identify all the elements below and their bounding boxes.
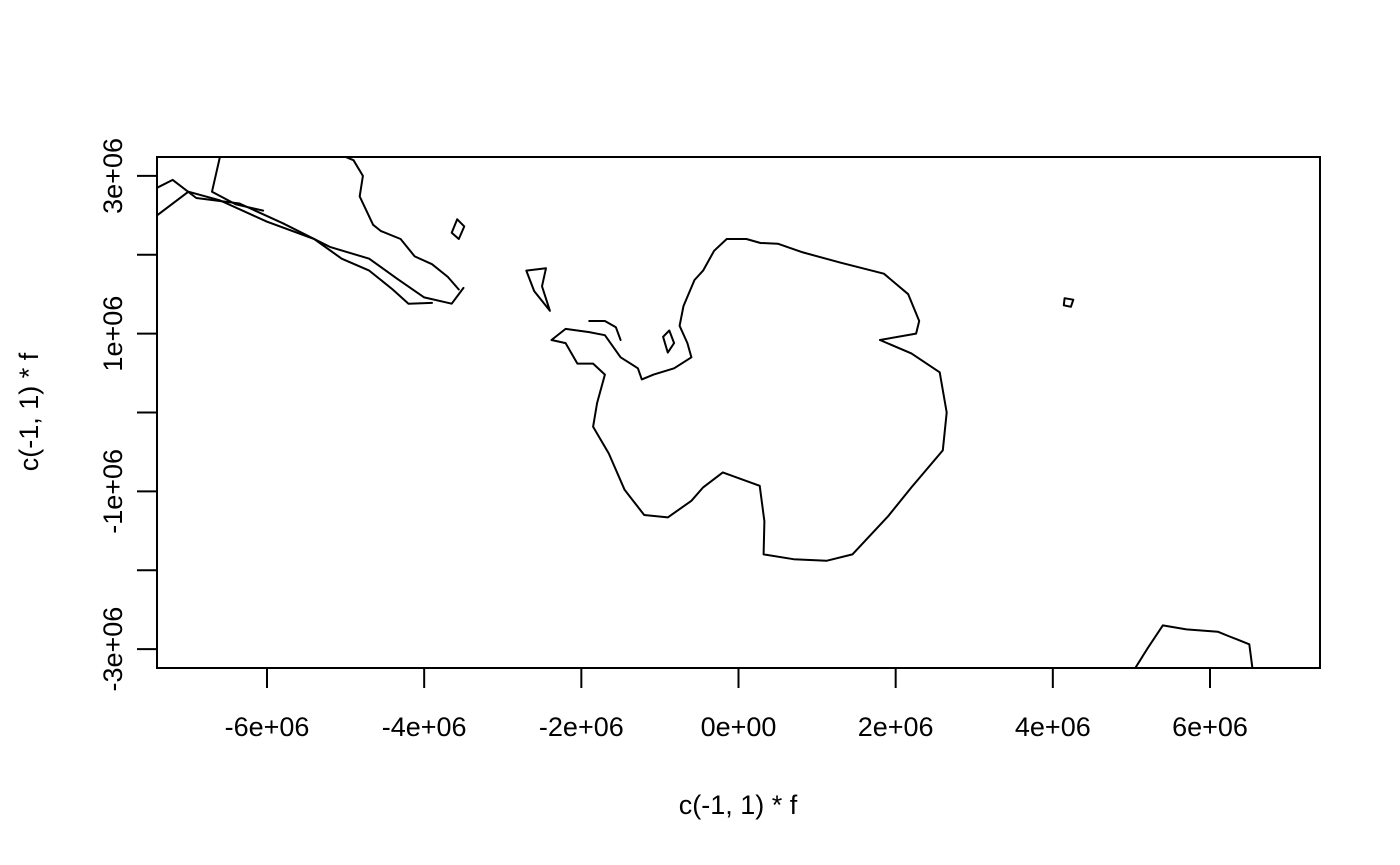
y-tick-label-4: 1e+06 bbox=[98, 296, 128, 372]
x-tick-label-5: 4e+06 bbox=[1015, 712, 1091, 742]
y-tick-label-0: -3e+06 bbox=[98, 607, 128, 692]
coastline-ross-inner-coast bbox=[588, 320, 622, 341]
coastline-berkner-island bbox=[662, 329, 676, 354]
x-axis: -6e+06 -4e+06 -2e+06 0e+00 2e+06 4e+06 6e+06 bbox=[225, 668, 1248, 742]
coastlines bbox=[157, 157, 1254, 668]
x-axis-title: c(-1, 1) * f bbox=[679, 790, 798, 820]
coastline-africa-tip bbox=[1134, 624, 1254, 668]
y-tick-label-2: -1e+06 bbox=[98, 449, 128, 534]
y-axis: -3e+06 -1e+06 1e+06 3e+06 bbox=[98, 138, 157, 691]
coastline-south-america-coast-north bbox=[211, 157, 265, 212]
coastline-south-america-east bbox=[157, 178, 465, 305]
coastline-falklands bbox=[450, 218, 466, 240]
coastline-kerguelen bbox=[1062, 297, 1075, 308]
coastline-patagonia-atlantic bbox=[344, 157, 460, 291]
coastline-peninsula-islands bbox=[525, 267, 551, 312]
x-tick-label-3: 0e+00 bbox=[701, 712, 777, 742]
x-tick-label-6: 6e+06 bbox=[1172, 712, 1248, 742]
y-tick-label-6: 3e+06 bbox=[98, 138, 128, 214]
coastline-antarctica bbox=[550, 238, 948, 562]
x-tick-label-2: -2e+06 bbox=[539, 712, 624, 742]
coastline-south-america-west bbox=[157, 190, 433, 305]
x-tick-label-0: -6e+06 bbox=[225, 712, 310, 742]
plot-frame bbox=[156, 156, 1321, 669]
y-axis-title: c(-1, 1) * f bbox=[14, 352, 44, 471]
x-tick-label-4: 2e+06 bbox=[858, 712, 934, 742]
x-tick-label-1: -4e+06 bbox=[382, 712, 467, 742]
